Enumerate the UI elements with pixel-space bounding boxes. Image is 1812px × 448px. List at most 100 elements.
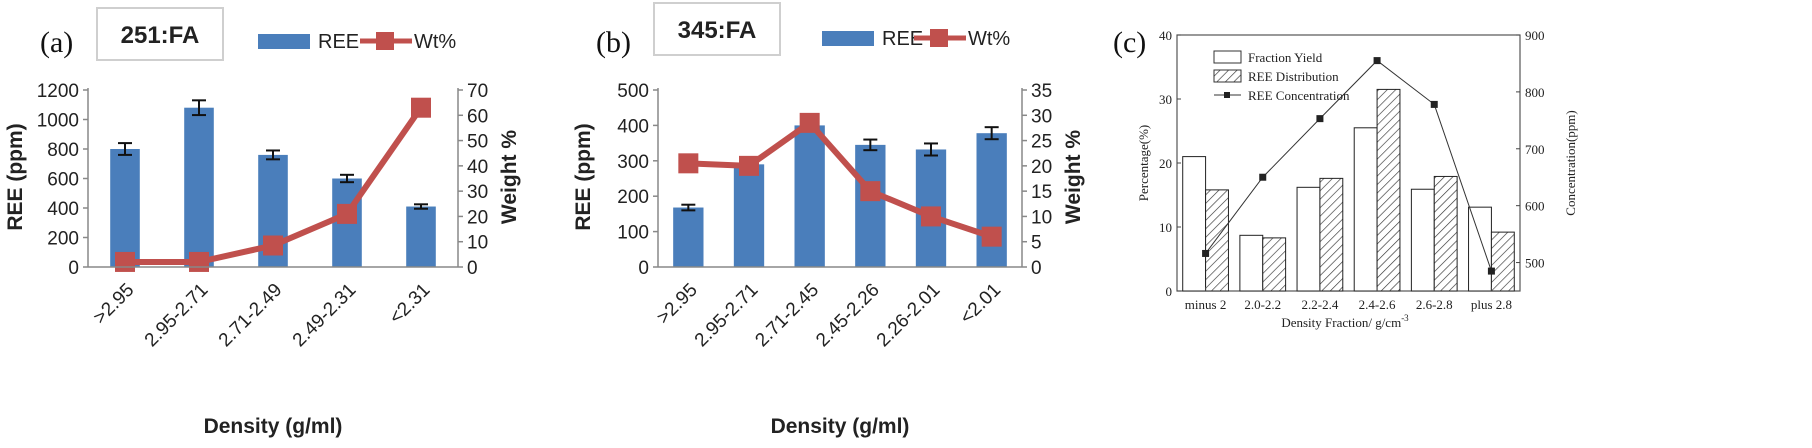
y2-tick-label: 600: [1525, 199, 1545, 214]
y-tick-label: 40: [1159, 28, 1172, 43]
y2-tick-label: 50: [467, 132, 488, 153]
y2-tick-label: 5: [1031, 233, 1042, 254]
y-axis-label-a: REE (ppm): [4, 123, 27, 230]
y2-tick-label: 60: [467, 106, 488, 127]
y-tick-label: 0: [1166, 284, 1173, 299]
x-tick-label: 2.95-2.71: [141, 280, 213, 352]
sample-label-box-a: [96, 7, 224, 61]
y-tick-label: 30: [1159, 92, 1172, 107]
bar-ree: [794, 125, 825, 268]
y2-tick-label: 20: [467, 207, 488, 228]
y-tick-label: 10: [1159, 220, 1172, 235]
y2-tick-label: 70: [467, 81, 488, 102]
x-tick-label: >2.95: [90, 280, 139, 329]
bar-ree-distribution: [1319, 177, 1344, 292]
y-tick-label: 0: [68, 258, 79, 279]
point-wt: [189, 251, 209, 272]
bar-fraction-yield: [1296, 186, 1321, 292]
y2-tick-label: 0: [467, 258, 478, 279]
x-tick-label: 2.6-2.8: [1416, 297, 1453, 312]
legend-c-distribution-label: REE Distribution: [1248, 69, 1339, 84]
point-wt: [921, 206, 941, 227]
y2-tick-label: 30: [467, 182, 488, 203]
legend-a-wt-marker: [376, 32, 394, 50]
bar-ree-distribution: [1433, 175, 1458, 292]
x-tick-label: 2.49-2.31: [289, 280, 361, 352]
bar-fraction-yield: [1182, 156, 1207, 292]
sample-label-a: 251:FA: [121, 22, 200, 49]
bar-ree: [184, 107, 214, 267]
legend-b-wt-marker: [930, 29, 948, 47]
x-axis-label-c-text: Density Fraction/ g/cm: [1281, 315, 1401, 330]
legend-c: Fraction Yield REE Distribution REE Conc…: [1213, 50, 1350, 103]
x-axis-label-c: Density Fraction/ g/cm-3: [1281, 313, 1409, 330]
legend-c-concentration-label: REE Concentration: [1248, 88, 1350, 103]
x-tick-label: 2.0-2.2: [1244, 297, 1281, 312]
x-tick-label: 2.71-2.49: [215, 280, 287, 352]
point-wt: [115, 251, 135, 272]
y-axis-label-b: REE (ppm): [572, 123, 595, 230]
y-tick-label: 400: [617, 116, 649, 137]
x-axis-label-c-superscript: -3: [1401, 313, 1409, 323]
y2-tick-label: 10: [1031, 207, 1052, 228]
bar-ree-distribution: [1262, 237, 1287, 292]
x-tick-label: minus 2: [1185, 297, 1227, 312]
y2-tick-label: 800: [1525, 85, 1545, 100]
y2-tick-label: 700: [1525, 142, 1545, 157]
bar-ree: [406, 206, 436, 267]
bar-ree: [673, 207, 704, 267]
x-axis-label-a: Density (g/ml): [204, 415, 343, 438]
bar-fraction-yield: [1410, 188, 1435, 292]
y2-tick-label: 20: [1031, 157, 1052, 178]
bar-fraction-yield: [1468, 206, 1492, 292]
legend-c-concentration-marker: [1224, 92, 1230, 98]
legend-a-ree-label: REE: [318, 31, 359, 53]
x-tick-label: 2.26-2.01: [873, 280, 945, 352]
point-ree-concentration: [1259, 173, 1267, 181]
y2-tick-label: 30: [1031, 106, 1052, 127]
y-tick-label: 400: [47, 199, 79, 220]
legend-b-ree-swatch: [822, 31, 874, 46]
y-tick-label: 600: [47, 170, 79, 191]
legend-c-yield-label: Fraction Yield: [1248, 50, 1323, 65]
y-tick-label: 500: [617, 81, 649, 102]
x-tick-label: plus 2.8: [1471, 297, 1512, 312]
point-wt: [799, 112, 820, 133]
point-ree-concentration: [1373, 57, 1381, 65]
y-tick-label: 0: [638, 258, 649, 279]
y2-axis-label-a: Weight %: [498, 130, 521, 224]
point-ree-concentration: [1316, 115, 1324, 123]
legend-a: REE Wt%: [258, 31, 456, 53]
bar-fraction-yield: [1239, 234, 1264, 292]
point-wt: [263, 235, 283, 256]
x-tick-label: 2.71-2.45: [751, 280, 823, 352]
chart-b: (b) 345:FA REE Wt% 0 100 200 300 400 500 0 5 10…: [572, 2, 1085, 438]
y2-tick-label: 40: [467, 157, 488, 178]
y2-tick-label: 35: [1031, 81, 1052, 102]
y2-tick-label: 500: [1525, 256, 1545, 271]
legend-c-distribution-swatch: [1213, 69, 1242, 83]
legend-a-wt-label: Wt%: [414, 31, 456, 53]
y2-axis-label-c: Concentration(ppm): [1563, 110, 1578, 215]
bar-ree: [733, 164, 765, 267]
x-tick-label: 2.4-2.6: [1359, 297, 1396, 312]
point-wt: [337, 203, 357, 224]
y-tick-label: 200: [47, 229, 79, 250]
panel-a-label: (a): [40, 26, 73, 59]
bar-ree: [110, 149, 140, 267]
point-wt: [678, 153, 699, 174]
panel-c-label: (c): [1113, 26, 1146, 59]
panel-b-label: (b): [596, 26, 631, 59]
y-tick-label: 1200: [37, 81, 79, 102]
y-tick-label: 100: [617, 223, 649, 244]
bar-fraction-yield: [1353, 127, 1378, 292]
x-tick-label: <2.31: [386, 280, 435, 329]
legend-c-yield-swatch: [1213, 50, 1242, 64]
y2-tick-label: 900: [1525, 28, 1545, 43]
x-tick-label: >2.95: [653, 280, 702, 329]
point-wt: [411, 97, 431, 118]
point-ree-concentration: [1202, 249, 1210, 257]
point-wt: [981, 226, 1002, 247]
line-wt: [688, 119, 993, 240]
